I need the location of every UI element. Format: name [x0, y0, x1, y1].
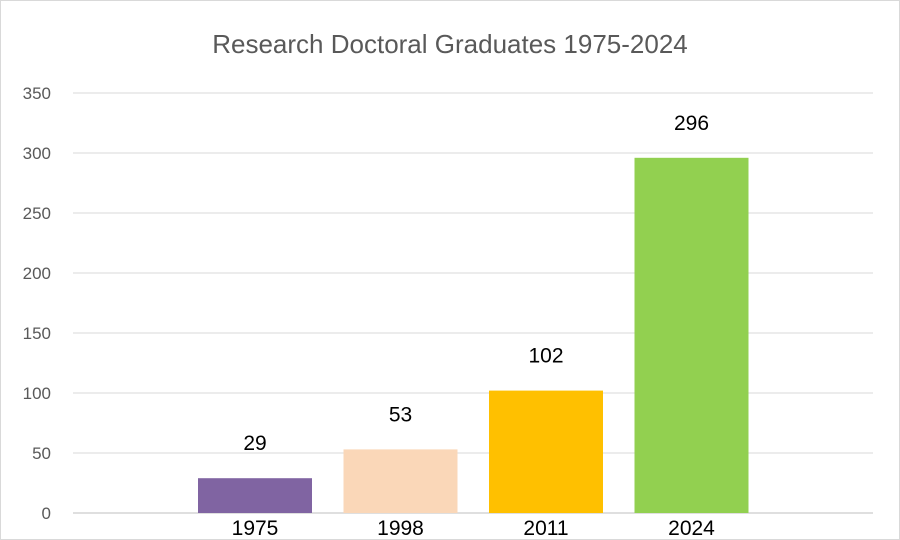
data-label: 29 — [243, 432, 266, 455]
x-tick-label: 2024 — [668, 517, 715, 539]
y-tick-label: 300 — [23, 144, 51, 163]
x-tick-label: 1975 — [232, 517, 279, 539]
x-tick-label: 1998 — [377, 517, 424, 539]
bar-1998 — [343, 449, 458, 513]
bar-2024 — [634, 157, 749, 514]
x-tick-label: 2011 — [523, 517, 568, 539]
bar-1975 — [198, 478, 312, 513]
data-label: 102 — [528, 345, 563, 368]
y-tick-label: 350 — [23, 84, 51, 103]
data-labels: 29 53 102 296 — [243, 112, 709, 455]
bars — [198, 157, 749, 514]
gridlines — [73, 92, 873, 514]
data-label: 296 — [674, 112, 709, 135]
data-label: 53 — [389, 403, 412, 426]
y-tick-label: 50 — [32, 444, 51, 463]
chart-title: Research Doctoral Graduates 1975-2024 — [212, 29, 688, 59]
y-tick-label: 150 — [23, 324, 51, 343]
y-tick-label: 200 — [23, 264, 51, 283]
y-tick-label: 100 — [23, 384, 51, 403]
y-axis-ticks: 0 50 100 150 200 250 300 350 — [23, 84, 51, 523]
x-axis-ticks: 1975 1998 2011 2024 — [232, 517, 716, 539]
y-tick-label: 250 — [23, 204, 51, 223]
y-tick-label: 0 — [42, 504, 51, 523]
bar-2011 — [489, 390, 603, 513]
